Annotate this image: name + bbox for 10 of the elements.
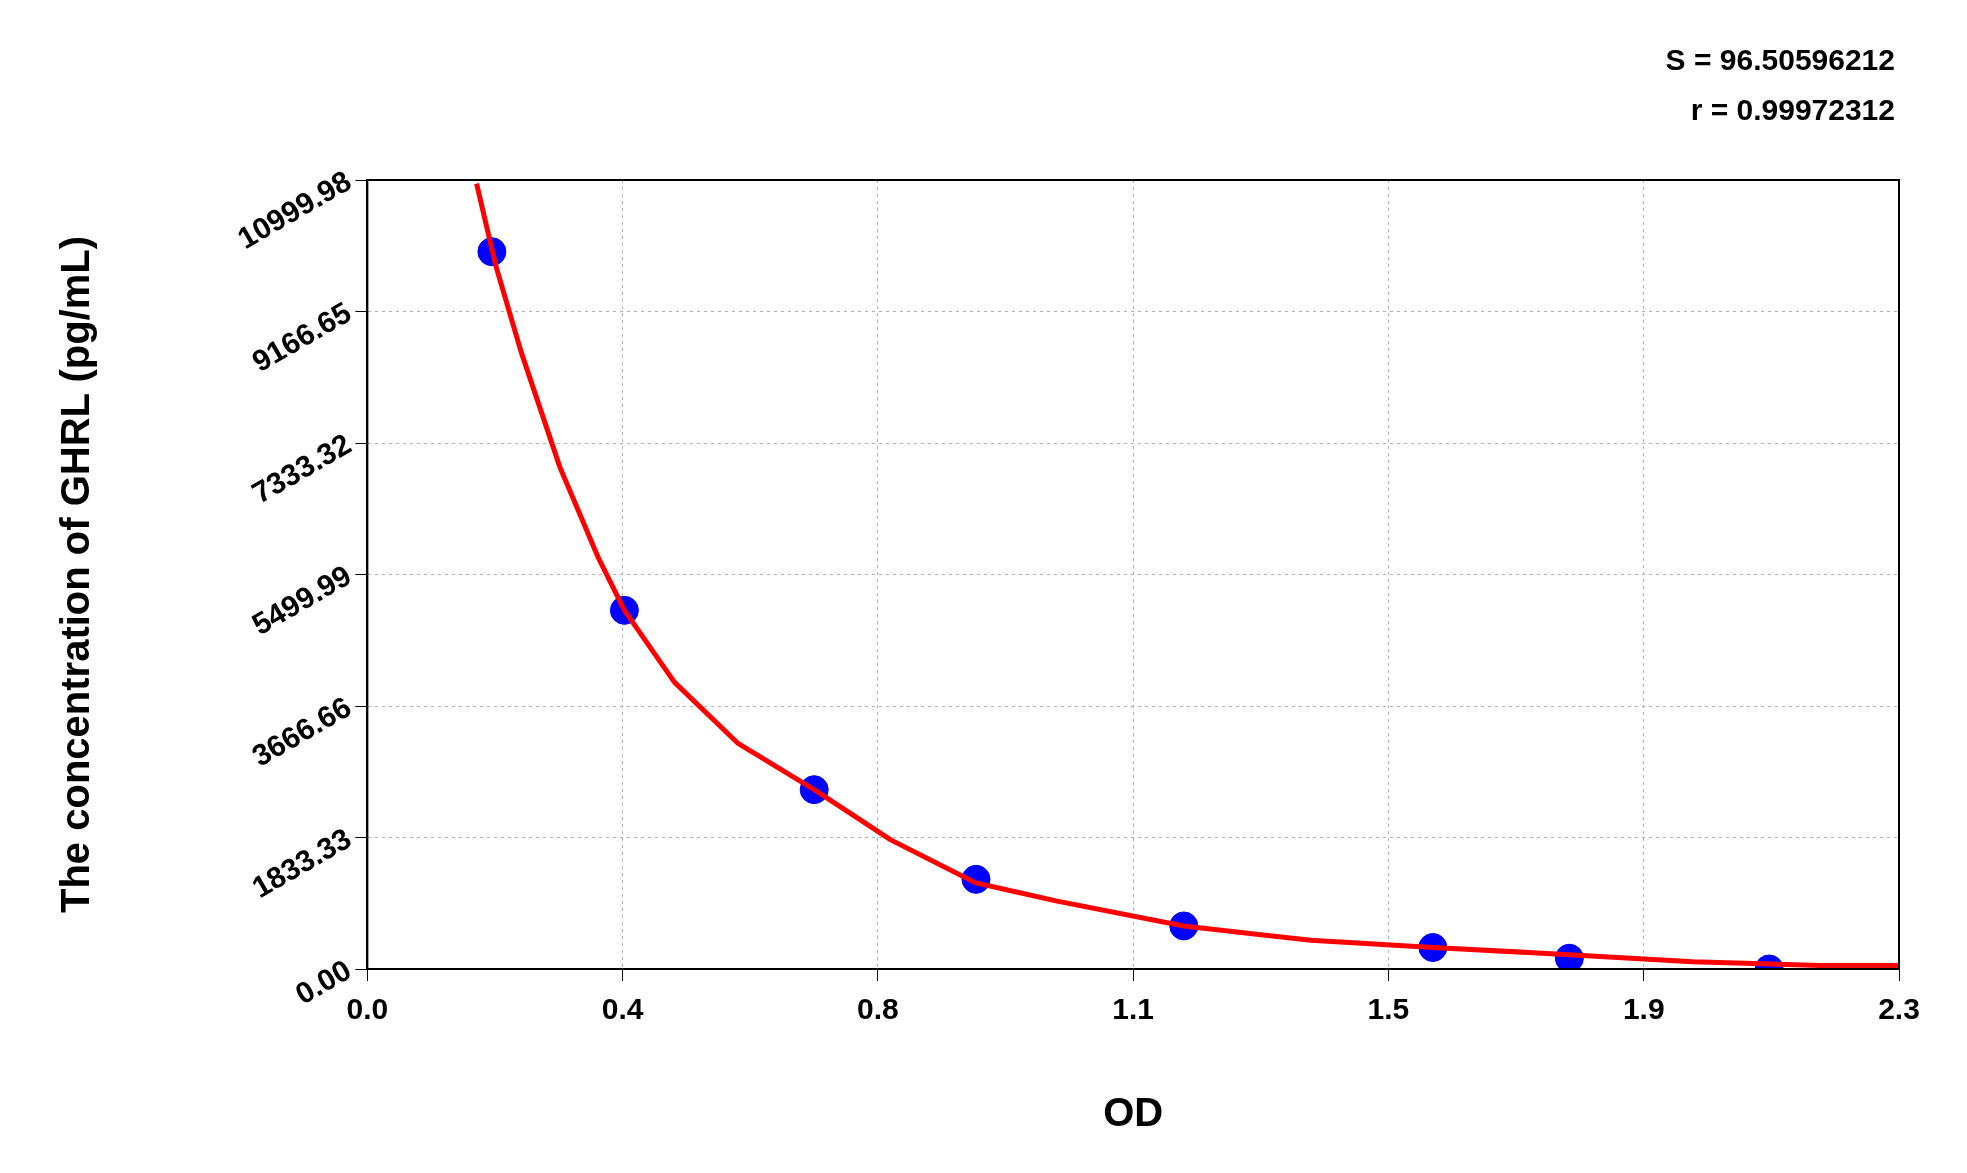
x-tick-label: 1.1 — [1112, 992, 1155, 1026]
x-tick-label: 1.5 — [1367, 992, 1410, 1026]
x-axis-title: OD — [1103, 1090, 1164, 1135]
text: S = 96.50596212 — [1665, 43, 1895, 77]
y-axis-title: The concentration of GHRL (pg/mL) — [53, 235, 98, 914]
x-tick-label: 0.4 — [601, 992, 644, 1026]
text: r = 0.99972312 — [1690, 93, 1895, 127]
x-tick-label: 2.3 — [1878, 992, 1920, 1026]
x-tick-label: 0.8 — [857, 992, 899, 1026]
x-tick-label: 1.9 — [1622, 992, 1665, 1026]
